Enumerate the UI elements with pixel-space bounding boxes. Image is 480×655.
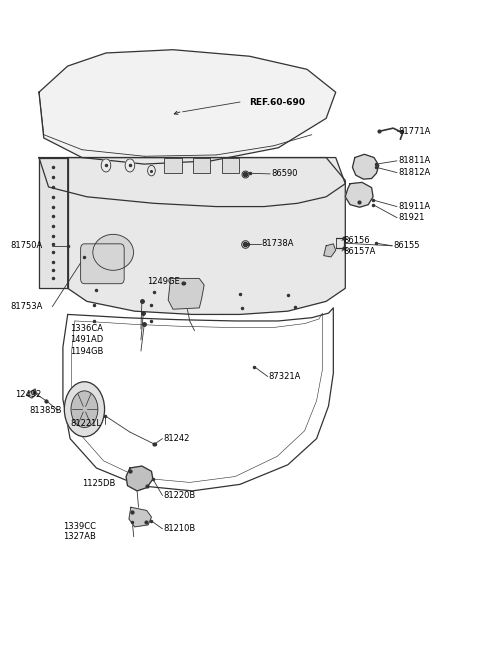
Text: 81911A: 81911A — [398, 202, 430, 211]
Text: 1249GE: 1249GE — [147, 277, 180, 286]
Bar — [193, 159, 210, 173]
Text: 1194GB: 1194GB — [70, 346, 104, 356]
Bar — [222, 159, 239, 173]
Polygon shape — [129, 507, 152, 527]
Text: 81221L: 81221L — [70, 419, 101, 428]
Text: 86155: 86155 — [393, 241, 420, 250]
Text: 81738A: 81738A — [262, 239, 294, 248]
Polygon shape — [39, 158, 345, 206]
Polygon shape — [324, 244, 336, 257]
Polygon shape — [68, 158, 345, 314]
Polygon shape — [168, 278, 204, 309]
FancyBboxPatch shape — [81, 244, 124, 284]
Circle shape — [125, 159, 135, 172]
Text: 86590: 86590 — [271, 170, 298, 178]
Text: 1491AD: 1491AD — [70, 335, 103, 345]
Ellipse shape — [93, 234, 133, 271]
Text: 1327AB: 1327AB — [63, 532, 96, 541]
Polygon shape — [345, 182, 373, 207]
Text: 86157A: 86157A — [343, 246, 375, 255]
Text: 81811A: 81811A — [398, 157, 430, 165]
Text: 87321A: 87321A — [269, 372, 301, 381]
Circle shape — [64, 382, 105, 437]
Text: 81385B: 81385B — [29, 406, 62, 415]
Text: 81242: 81242 — [163, 434, 190, 443]
Polygon shape — [39, 50, 336, 164]
Text: 86156: 86156 — [343, 236, 370, 245]
Bar — [164, 159, 181, 173]
Circle shape — [101, 159, 111, 172]
Polygon shape — [352, 155, 379, 179]
Circle shape — [71, 391, 98, 428]
Text: 1339CC: 1339CC — [63, 521, 96, 531]
Polygon shape — [27, 389, 36, 398]
Text: 81210B: 81210B — [163, 524, 196, 533]
Text: 81812A: 81812A — [398, 168, 430, 177]
Text: 1125DB: 1125DB — [82, 479, 115, 487]
Text: 81220B: 81220B — [163, 491, 196, 500]
Text: REF.60-690: REF.60-690 — [250, 98, 306, 107]
Polygon shape — [39, 158, 68, 288]
Text: 81750A: 81750A — [10, 241, 43, 250]
Text: 81921: 81921 — [398, 213, 424, 222]
Text: 12492: 12492 — [15, 390, 41, 399]
Text: 81753A: 81753A — [10, 302, 43, 311]
Text: 81771A: 81771A — [398, 127, 430, 136]
Polygon shape — [126, 466, 153, 491]
Text: 1336CA: 1336CA — [70, 324, 103, 333]
